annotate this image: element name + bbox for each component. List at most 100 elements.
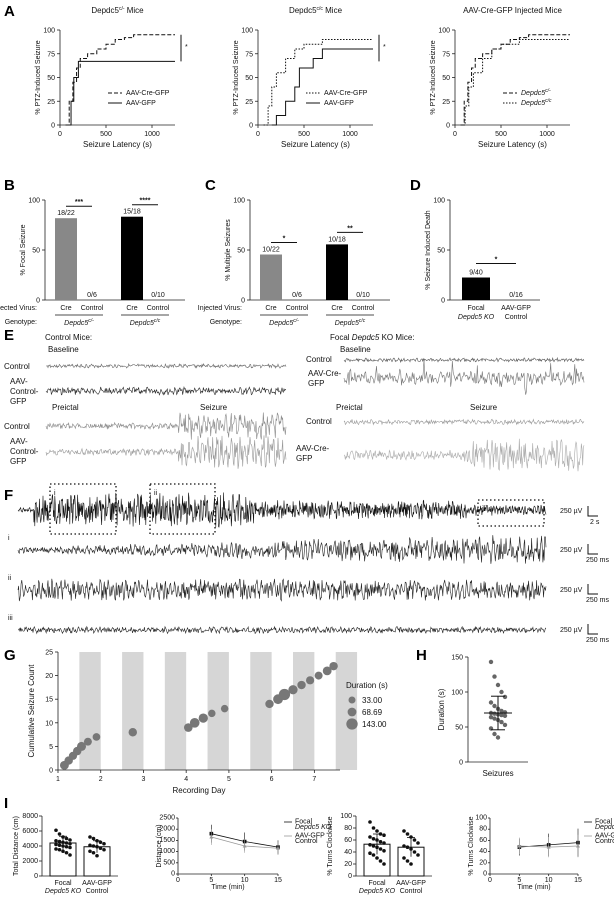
y-tick-label: 0 — [441, 298, 445, 305]
subject-point — [382, 833, 386, 837]
subject-point — [102, 847, 106, 852]
legend-label-2: Control — [295, 838, 318, 845]
seizure-point — [305, 676, 315, 685]
zoom-marker: iii — [482, 506, 487, 513]
y-tick-label: 100 — [233, 198, 245, 205]
bar-category: AAV-GFP — [501, 305, 531, 312]
y-tick-label: 40 — [479, 848, 487, 855]
seizure-point — [297, 680, 306, 690]
panel-b-letter: B — [4, 177, 15, 194]
y-tick-label: 0 — [171, 871, 175, 878]
duration-point — [488, 715, 494, 720]
bar-label: 15/18 — [123, 209, 141, 216]
sig-label: * — [283, 236, 286, 243]
y-tick-label: 20 — [45, 673, 53, 680]
y-tick-label: 100 — [43, 28, 55, 35]
bar-label: 0/10 — [356, 292, 370, 299]
y-tick-label: 50 — [237, 248, 245, 255]
legend-label: Depdc5c/c — [521, 98, 552, 107]
seizure-point — [189, 717, 200, 728]
duration-point — [492, 703, 497, 709]
subject-point — [371, 837, 376, 841]
duration-point — [492, 674, 497, 679]
y-tick-label: 1500 — [159, 837, 175, 844]
panel-h-chart: 0 50 100 150 Duration (s) Seizures — [437, 655, 528, 778]
legend-label: AAV-Cre-GFP — [126, 90, 170, 97]
y-axis-label: Cumulative Seizure Count — [27, 664, 36, 758]
y-tick-label: 25 — [245, 99, 253, 106]
y-tick-label: 50 — [442, 75, 450, 82]
axis-lines — [355, 816, 432, 877]
scale-bar — [587, 544, 598, 555]
duration-point — [495, 735, 501, 740]
eeg-trace-aav-control-baseline — [45, 386, 287, 396]
y-axis-label: % Turns Clockwise — [468, 816, 475, 875]
x-axis-label: Seizure Latency (s) — [478, 140, 547, 149]
eeg-trace-full — [17, 492, 547, 528]
subject-point — [402, 829, 406, 833]
series-point — [242, 844, 247, 848]
bar-category: Control — [147, 305, 170, 312]
subject-point — [368, 851, 372, 855]
legend-label: AAV-GFP — [324, 100, 354, 107]
bar-category-2: Control — [86, 888, 109, 895]
legend-label-2: Depdc5 KO — [595, 824, 614, 831]
bar-category: Control — [81, 305, 104, 312]
subject-point — [54, 828, 58, 833]
series-point — [546, 845, 551, 849]
series-line — [65, 34, 175, 126]
series-point — [209, 835, 214, 839]
subject-point — [54, 842, 58, 847]
subject-point — [368, 843, 372, 847]
bar — [326, 244, 348, 300]
subject-point — [402, 856, 406, 860]
eeg-trace-ko-cre-preictal — [343, 438, 585, 472]
aav-control-label: GFP — [10, 397, 26, 406]
panel-d-chart: 0 50 100% Seizure Induced Death 9/40 Focal De… — [425, 198, 540, 321]
night-band — [250, 652, 272, 770]
chart-title: AAV-Cre-GFP Injected Mice — [463, 6, 562, 15]
x-tick-label: 1 — [56, 776, 60, 783]
eeg-trace-ko-control-preictal — [343, 418, 585, 426]
aav-cre-label-2: GFP — [296, 454, 312, 463]
series-line — [271, 48, 373, 126]
seizure-point — [198, 713, 208, 723]
duration-point — [488, 700, 494, 705]
panel-i-line-turns: 0 20 40 60 80 100 0 5 10 15 Time (min) % Turns Cloc… — [468, 815, 614, 892]
subject-point — [405, 845, 410, 849]
duration-point — [499, 689, 504, 695]
x-tick-label: 1000 — [539, 131, 555, 138]
legend-label: Focal — [295, 819, 313, 826]
bar-category: Cre — [331, 305, 342, 312]
subject-point — [88, 843, 92, 848]
y-tick-label: 500 — [163, 859, 175, 866]
series-point — [576, 844, 580, 848]
y-axis-label: Total Distance (cm) — [13, 816, 20, 876]
x-tick-label: 3 — [142, 776, 146, 783]
eeg-trace-ko-cre-baseline — [343, 358, 585, 395]
y-tick-label: 50 — [455, 725, 463, 732]
bar-label: 0/6 — [87, 292, 97, 299]
duration-point — [488, 659, 494, 665]
bar-category-2: Depdc5 KO — [45, 888, 82, 895]
seizure-point — [278, 688, 291, 701]
eeg-trace-aav-control-preictal — [45, 435, 287, 469]
scale-voltage: 250 µV — [560, 627, 583, 634]
zoom-box — [477, 499, 545, 527]
bar-category: AAV-GFP — [82, 880, 112, 887]
genotype-label: Depdc5c/- — [64, 318, 94, 327]
x-axis-label: Time (min) — [517, 884, 550, 891]
panel-i-letter: I — [4, 795, 8, 812]
x-tick-label: 1000 — [342, 131, 358, 138]
subject-point — [91, 850, 96, 855]
panel-e-eeg: Control Mice: Focal Depdc5 KO Mice: Baseli… — [4, 333, 585, 472]
subject-point — [68, 841, 72, 846]
row-label-genotype: Genotype: — [5, 319, 37, 326]
y-tick-label: 4000 — [22, 843, 38, 850]
y-tick-label: 100 — [28, 198, 40, 205]
bar-label: 18/22 — [57, 210, 75, 217]
duration-point — [502, 722, 508, 728]
seizure-label-right: Seizure — [470, 403, 498, 412]
